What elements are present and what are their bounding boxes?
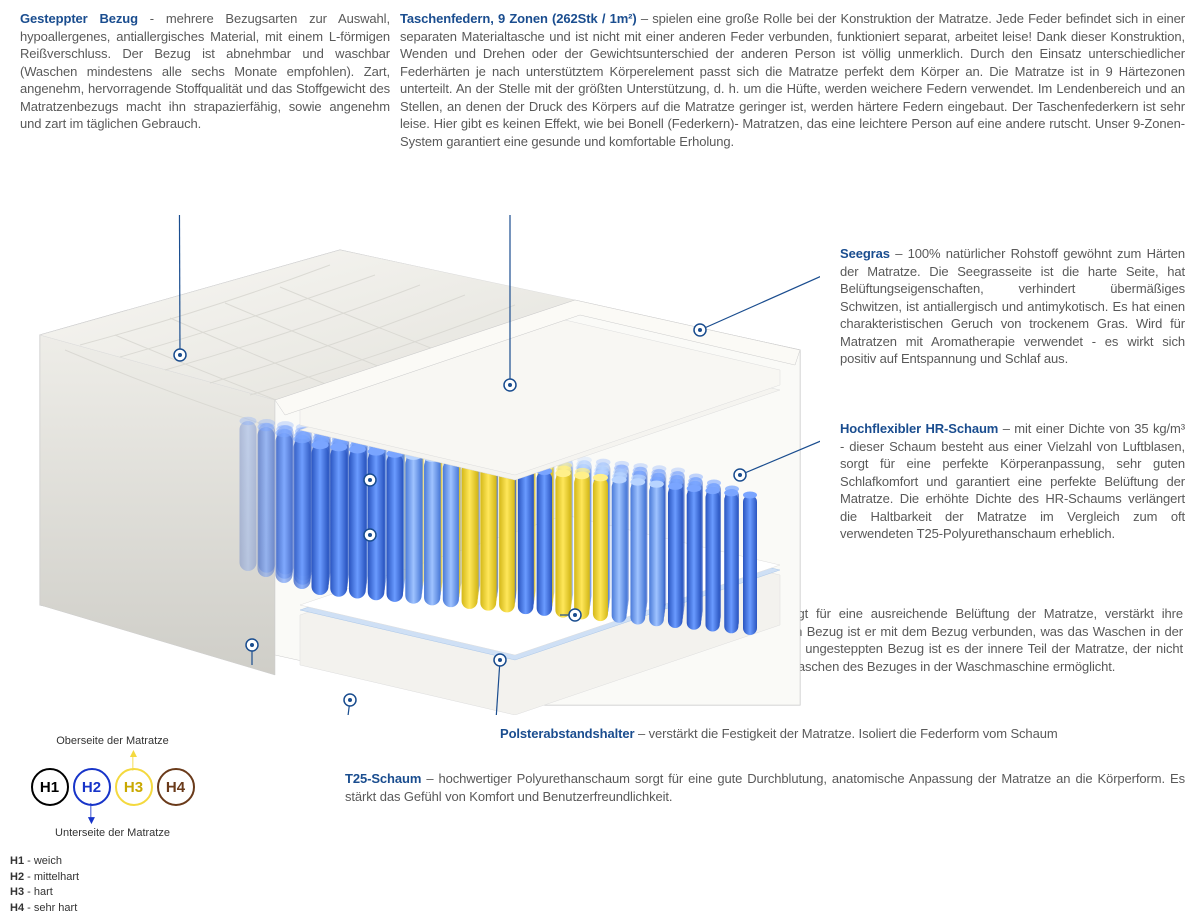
hardness-list: H1 - weich H2 - mittelhart H3 - hart H4 …: [10, 854, 215, 916]
callout-t25-title: T25-Schaum: [345, 771, 421, 786]
legend-bottom-label: Unterseite der Matratze: [10, 827, 215, 839]
hardness-h2: H2: [73, 768, 111, 806]
hardness-h1: H1: [31, 768, 69, 806]
callout-taschenfedern: Taschenfedern, 9 Zonen (262Stk / 1m²) – …: [400, 10, 1185, 150]
callout-seegras: Seegras – 100% natürlicher Rohstoff gewö…: [840, 245, 1185, 368]
callout-taschenfedern-text: – spielen eine große Rolle bei der Konst…: [400, 11, 1185, 149]
hardness-legend: Oberseite der Matratze ▲│ H1 H2 H3 H4 │▼…: [10, 735, 215, 916]
mattress-illustration: [20, 215, 820, 715]
callout-bezug-text: - mehrere Bezugsarten zur Auswahl, hypoa…: [20, 11, 390, 131]
arrow-up-icon: ▲│: [128, 749, 140, 768]
callout-t25: T25-Schaum – hochwertiger Polyurethansch…: [345, 770, 1185, 805]
callout-polster-title: Polsterabstandshalter: [500, 726, 634, 741]
hardness-list-h3: H3 - hart: [10, 885, 215, 900]
callout-polster: Polsterabstandshalter – verstärkt die Fe…: [500, 725, 1180, 743]
hardness-list-h1: H1 - weich: [10, 854, 215, 869]
legend-top-label: Oberseite der Matratze: [10, 735, 215, 747]
hardness-list-h2: H2 - mittelhart: [10, 870, 215, 885]
callout-hr-text: – mit einer Dichte von 35 kg/m³ - dieser…: [840, 421, 1185, 541]
arrow-down-icon: │▼: [86, 806, 98, 825]
callout-hr-title: Hochflexibler HR-Schaum: [840, 421, 998, 436]
callout-bezug: Gesteppter Bezug - mehrere Bezugsarten z…: [20, 10, 390, 133]
callout-taschenfedern-title: Taschenfedern, 9 Zonen (262Stk / 1m²): [400, 11, 637, 26]
callout-hr: Hochflexibler HR-Schaum – mit einer Dich…: [840, 420, 1185, 543]
callout-seegras-text: – 100% natürlicher Rohstoff gewöhnt zum …: [840, 246, 1185, 366]
callout-t25-text: – hochwertiger Polyurethanschaum sorgt f…: [345, 771, 1185, 804]
callout-polster-text: – verstärkt die Festigkeit der Matratze.…: [634, 726, 1057, 741]
callout-bezug-title: Gesteppter Bezug: [20, 11, 138, 26]
hardness-list-h4: H4 - sehr hart: [10, 901, 215, 916]
hardness-h3: H3: [115, 768, 153, 806]
callout-seegras-title: Seegras: [840, 246, 890, 261]
hardness-h4: H4: [157, 768, 195, 806]
